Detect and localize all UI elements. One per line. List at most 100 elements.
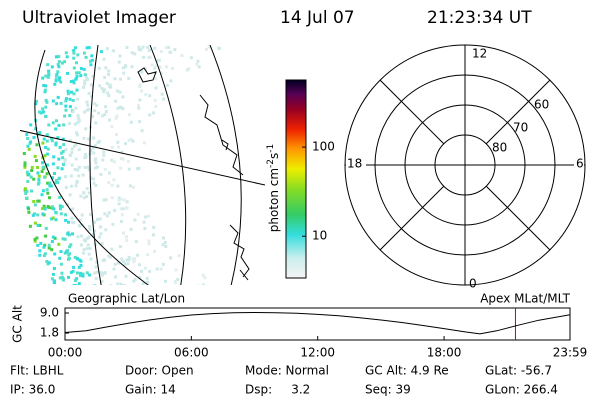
pixel bbox=[157, 58, 161, 62]
pixel bbox=[124, 274, 128, 278]
pixel bbox=[33, 221, 37, 225]
pixel bbox=[82, 67, 86, 71]
pixel bbox=[85, 236, 89, 240]
pixel bbox=[142, 55, 146, 59]
pixel bbox=[67, 256, 71, 260]
status-field: GLon: 266.4 bbox=[485, 383, 558, 397]
coastline bbox=[137, 67, 250, 281]
colorbar bbox=[285, 79, 307, 279]
pixel bbox=[121, 66, 125, 70]
pixel bbox=[57, 55, 61, 59]
pixel bbox=[50, 240, 54, 243]
pixel bbox=[44, 98, 48, 102]
pixel bbox=[58, 195, 62, 199]
pixel bbox=[41, 212, 45, 216]
pixel bbox=[87, 235, 91, 239]
pixel bbox=[42, 204, 46, 208]
pixel bbox=[148, 269, 152, 273]
pixel bbox=[46, 191, 50, 195]
pixel bbox=[98, 140, 101, 144]
pixel bbox=[143, 227, 147, 230]
pixel bbox=[114, 99, 118, 103]
pixel bbox=[86, 137, 90, 141]
pixel bbox=[55, 119, 58, 123]
pixel bbox=[89, 149, 93, 153]
pixel bbox=[112, 267, 116, 271]
pixel bbox=[64, 175, 67, 179]
pixel bbox=[95, 103, 99, 107]
image-map bbox=[22, 45, 221, 285]
pixel bbox=[48, 181, 52, 185]
pixel bbox=[118, 90, 122, 94]
pixel bbox=[145, 276, 149, 280]
pixel bbox=[36, 213, 40, 217]
pixel bbox=[103, 76, 107, 79]
pixel bbox=[76, 121, 80, 125]
pixel bbox=[87, 252, 91, 256]
pixel bbox=[82, 251, 85, 255]
pixel bbox=[56, 63, 60, 66]
pixel bbox=[101, 158, 105, 162]
pixel bbox=[71, 269, 75, 273]
pixel bbox=[138, 263, 141, 267]
pixel bbox=[89, 59, 92, 63]
pixel bbox=[155, 267, 159, 271]
colorbar-tick-label: 10 bbox=[312, 229, 327, 243]
x-tick-label: 06:00 bbox=[174, 346, 209, 360]
pixel bbox=[38, 249, 42, 253]
pixel bbox=[83, 79, 87, 83]
pixel bbox=[115, 133, 118, 136]
pixel bbox=[154, 64, 158, 68]
pixel bbox=[57, 78, 61, 82]
pixel bbox=[79, 243, 83, 247]
pixel bbox=[52, 155, 56, 159]
pixel bbox=[45, 163, 49, 167]
pixel bbox=[85, 187, 89, 191]
pixel bbox=[60, 167, 64, 171]
pixel bbox=[25, 133, 29, 137]
pixel bbox=[42, 137, 46, 141]
pixel bbox=[75, 88, 79, 92]
pixel bbox=[69, 174, 73, 178]
colorbar-tick-label: 100 bbox=[312, 140, 335, 154]
pixel bbox=[30, 189, 33, 193]
pixel bbox=[80, 234, 83, 238]
pixel bbox=[66, 92, 70, 96]
pixel bbox=[153, 98, 157, 102]
label-bg bbox=[470, 48, 486, 60]
pixel bbox=[171, 67, 174, 70]
lat-label: 80 bbox=[492, 141, 507, 155]
pixel bbox=[202, 283, 206, 285]
pixel bbox=[63, 160, 67, 164]
pixel bbox=[108, 118, 111, 122]
pixel bbox=[139, 48, 143, 52]
pixel bbox=[27, 172, 31, 176]
pixel bbox=[110, 158, 114, 162]
pixel bbox=[84, 127, 88, 131]
pixel bbox=[58, 204, 62, 208]
pixel bbox=[101, 114, 105, 118]
pixel bbox=[51, 205, 55, 209]
pixel bbox=[116, 184, 120, 188]
pixel bbox=[119, 197, 123, 201]
pixel bbox=[61, 156, 65, 160]
pixel bbox=[71, 232, 74, 236]
left-label: Geographic Lat/Lon bbox=[68, 292, 185, 306]
pixel bbox=[137, 45, 141, 49]
pixel bbox=[103, 212, 107, 216]
pixel bbox=[88, 227, 92, 231]
pixel bbox=[147, 239, 151, 243]
pixel bbox=[61, 278, 65, 282]
pixel bbox=[125, 206, 129, 210]
pixel bbox=[87, 191, 91, 195]
pixel bbox=[120, 213, 124, 217]
pixel bbox=[63, 114, 67, 118]
pixel bbox=[99, 225, 102, 229]
label-part: -1 bbox=[266, 144, 276, 153]
pixel bbox=[47, 261, 51, 265]
pixel bbox=[44, 114, 47, 118]
pixel bbox=[110, 183, 114, 187]
pixel bbox=[44, 146, 48, 149]
pixel bbox=[98, 235, 102, 239]
pixel bbox=[133, 278, 137, 282]
